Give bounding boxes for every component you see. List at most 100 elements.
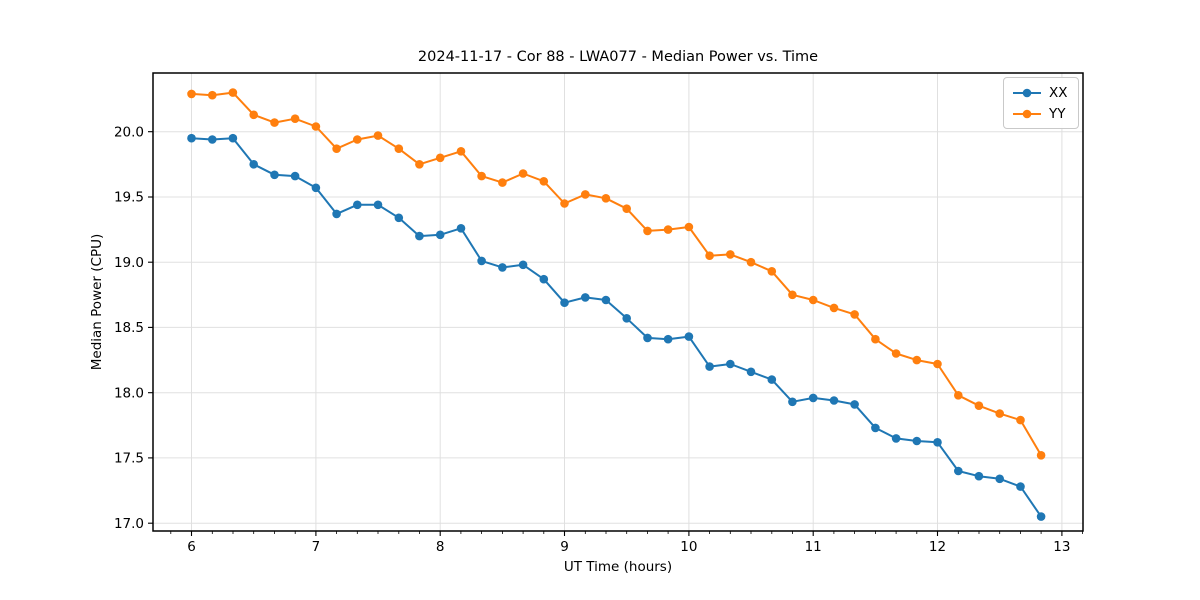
data-point-xx bbox=[643, 333, 652, 343]
data-point-yy bbox=[933, 359, 942, 369]
data-point-xx bbox=[933, 438, 942, 447]
data-point-yy bbox=[663, 225, 673, 234]
data-point-xx bbox=[663, 334, 673, 344]
data-point-yy bbox=[601, 194, 611, 203]
y-axis-label: Median Power (CPU) bbox=[89, 233, 105, 371]
data-point-xx bbox=[353, 200, 362, 210]
data-point-yy bbox=[891, 349, 901, 358]
data-point-xx bbox=[974, 471, 984, 481]
data-point-xx bbox=[684, 332, 694, 341]
data-point-yy bbox=[705, 251, 714, 260]
data-point-yy bbox=[1016, 415, 1025, 425]
data-point-yy bbox=[643, 226, 652, 236]
y-tick-label: 20.0 bbox=[114, 124, 144, 140]
legend: XX YY bbox=[1003, 77, 1079, 129]
data-point-yy bbox=[871, 334, 880, 344]
x-tick-label: 8 bbox=[436, 539, 445, 555]
data-point-xx bbox=[954, 466, 963, 476]
data-point-xx bbox=[726, 359, 735, 369]
data-point-yy bbox=[208, 90, 217, 100]
data-point-yy bbox=[746, 257, 756, 267]
data-point-xx bbox=[394, 213, 404, 223]
legend-entry-yy: YY bbox=[1012, 103, 1068, 124]
data-point-yy bbox=[373, 131, 383, 140]
data-point-yy bbox=[456, 147, 466, 156]
x-tick-label: 11 bbox=[805, 539, 822, 555]
data-point-xx bbox=[1036, 512, 1046, 521]
x-tick-label: 12 bbox=[929, 539, 946, 555]
series-line-yy bbox=[191, 91, 1042, 456]
data-point-xx bbox=[808, 393, 818, 403]
data-point-yy bbox=[498, 178, 507, 187]
data-point-yy bbox=[539, 177, 549, 186]
data-point-xx bbox=[767, 375, 777, 384]
data-point-xx bbox=[311, 183, 321, 193]
data-point-yy bbox=[684, 222, 694, 232]
data-point-xx bbox=[912, 436, 922, 446]
data-point-xx bbox=[249, 160, 258, 169]
data-point-xx bbox=[850, 400, 859, 409]
data-point-yy bbox=[995, 409, 1004, 418]
y-tick-label: 19.5 bbox=[114, 190, 144, 206]
data-point-yy bbox=[850, 310, 859, 319]
y-tick-label: 18.0 bbox=[114, 385, 144, 401]
data-point-xx bbox=[622, 314, 631, 323]
x-tick-label: 9 bbox=[560, 539, 569, 555]
data-point-yy bbox=[415, 160, 424, 169]
x-tick-label: 6 bbox=[187, 539, 196, 555]
data-point-yy bbox=[829, 303, 839, 313]
data-point-xx bbox=[456, 224, 466, 233]
data-point-yy bbox=[332, 144, 341, 153]
data-point-xx bbox=[290, 171, 300, 181]
data-point-yy bbox=[518, 169, 528, 178]
data-point-yy bbox=[726, 250, 735, 259]
data-point-yy bbox=[560, 199, 569, 208]
data-point-xx bbox=[228, 133, 238, 143]
legend-line-marker-icon bbox=[1013, 109, 1041, 118]
data-point-xx bbox=[518, 260, 528, 270]
data-point-yy bbox=[1036, 451, 1046, 460]
data-point-yy bbox=[788, 290, 797, 300]
data-point-yy bbox=[912, 355, 922, 365]
x-axis-label: UT Time (hours) bbox=[563, 559, 673, 575]
data-point-yy bbox=[187, 89, 196, 99]
data-point-xx bbox=[705, 362, 714, 371]
x-tick-label: 13 bbox=[1053, 539, 1070, 555]
data-point-xx bbox=[995, 474, 1004, 484]
data-point-xx bbox=[539, 274, 549, 284]
legend-label: XX bbox=[1049, 84, 1068, 101]
data-point-yy bbox=[581, 190, 590, 199]
data-point-yy bbox=[767, 267, 777, 276]
x-tick-label: 7 bbox=[312, 539, 321, 555]
data-point-xx bbox=[332, 209, 341, 219]
data-point-yy bbox=[808, 295, 818, 305]
data-point-xx bbox=[891, 434, 901, 443]
y-tick-label: 17.5 bbox=[114, 451, 144, 467]
data-point-xx bbox=[498, 263, 507, 272]
data-point-xx bbox=[1016, 482, 1025, 491]
y-tick-label: 17.0 bbox=[114, 516, 144, 532]
data-point-yy bbox=[622, 204, 631, 213]
y-tick-label: 18.5 bbox=[114, 320, 144, 336]
data-point-xx bbox=[435, 230, 445, 240]
legend-label: YY bbox=[1049, 105, 1066, 122]
data-point-xx bbox=[415, 231, 424, 241]
data-point-yy bbox=[954, 391, 963, 400]
axes-spines bbox=[152, 72, 1084, 532]
data-point-xx bbox=[477, 256, 486, 266]
y-tick-label: 19.0 bbox=[114, 255, 144, 271]
x-tick-label: 10 bbox=[680, 539, 697, 555]
data-point-xx bbox=[208, 135, 217, 144]
data-point-xx bbox=[187, 133, 196, 143]
data-point-yy bbox=[290, 114, 300, 123]
data-point-xx bbox=[373, 200, 383, 210]
data-point-xx bbox=[581, 293, 590, 302]
data-point-yy bbox=[311, 122, 321, 131]
data-point-xx bbox=[829, 396, 839, 405]
data-point-yy bbox=[477, 171, 486, 181]
data-point-yy bbox=[249, 110, 258, 120]
data-point-xx bbox=[871, 423, 880, 433]
data-point-xx bbox=[601, 295, 611, 305]
